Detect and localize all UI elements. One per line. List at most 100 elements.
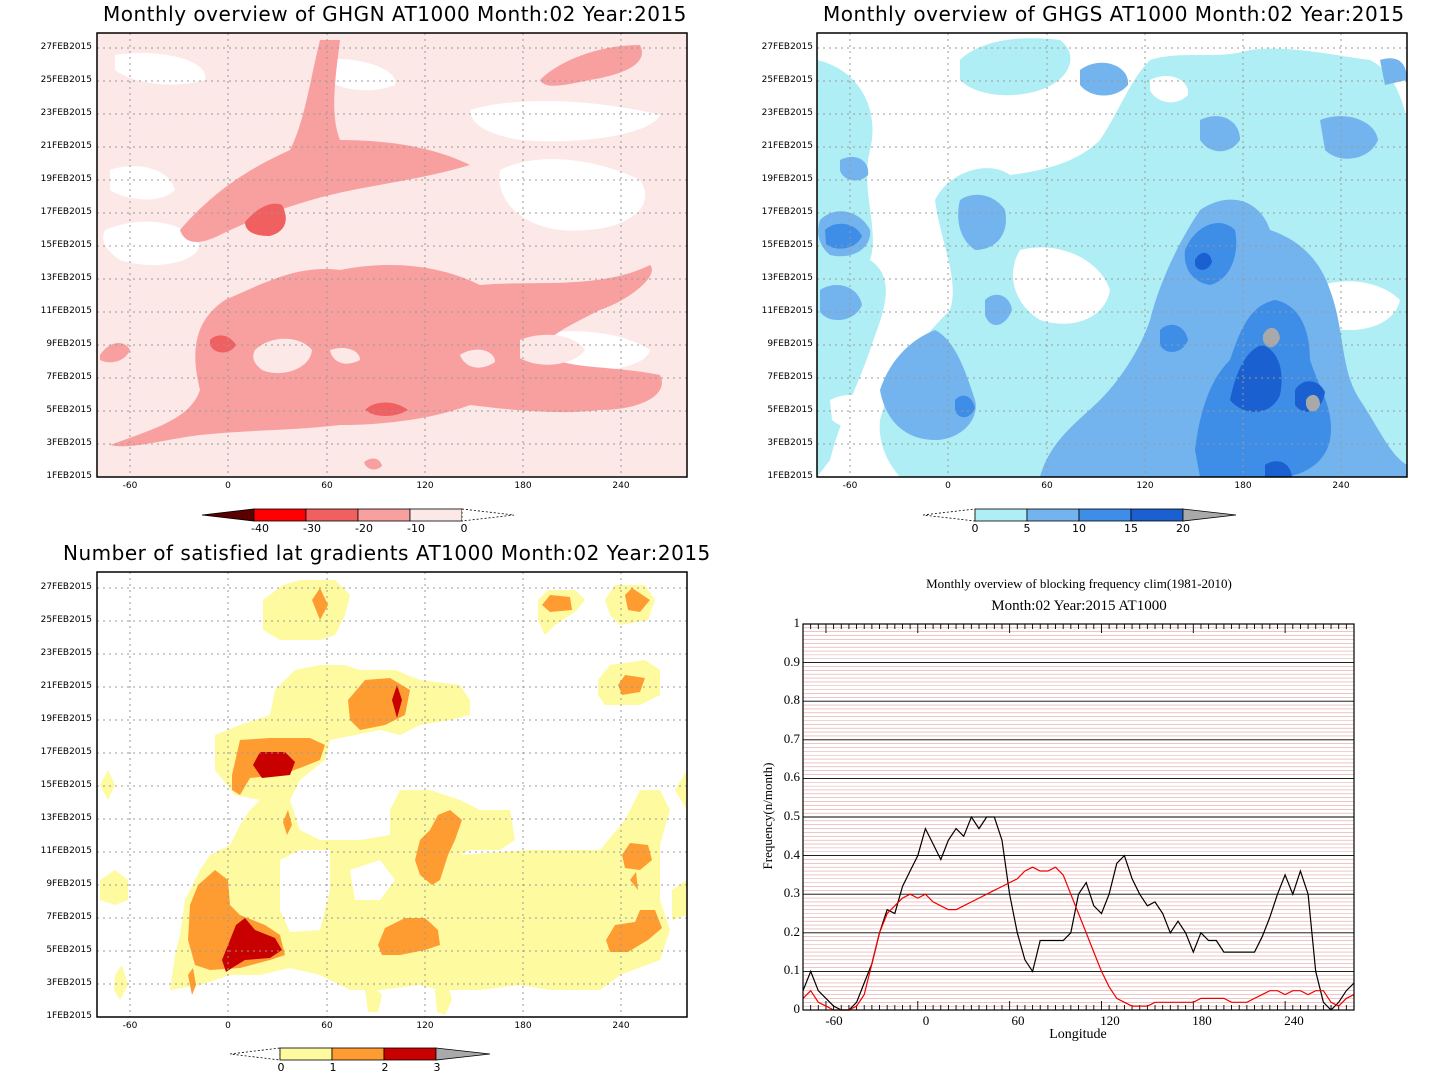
y-tick: 0.8 [783,692,800,707]
y-tick: 5FEB2015 [767,405,813,415]
x-tick: 0 [922,1013,930,1028]
colorbar-label: 1 [329,1061,337,1074]
y-tick: 19FEB2015 [40,714,92,724]
x-tick: 0 [945,481,951,491]
x-tick: 60 [321,1021,333,1031]
colorbar-label: -30 [303,522,321,535]
colorbar-label: 0 [460,522,468,535]
colorbar-label: 2 [381,1061,389,1074]
y-tick: 17FEB2015 [761,207,813,217]
y-tick: 13FEB2015 [761,273,813,283]
x-tick: -60 [122,481,138,491]
x-tick: 180 [1192,1013,1212,1028]
x-tick: 240 [1332,481,1350,491]
colorbar-label: -10 [407,522,425,535]
blocking-ylabel: Frequency(n/month) [760,762,775,870]
y-tick: 0.6 [783,769,800,784]
y-tick: 9FEB2015 [46,879,92,889]
y-tick: 5FEB2015 [46,405,92,415]
y-tick: 7FEB2015 [46,912,92,922]
y-tick: 25FEB2015 [761,75,813,85]
y-tick: 0.9 [783,654,800,669]
x-tick: 180 [514,1021,532,1031]
y-tick: 0 [793,1001,801,1016]
x-tick: 0 [225,1021,231,1031]
ghgn-title: Monthly overview of GHGN AT1000 Month:02… [103,2,687,26]
y-tick: 15FEB2015 [761,240,813,250]
y-tick: 23FEB2015 [40,108,92,118]
y-tick: 0.7 [783,731,800,746]
x-tick: 120 [1136,481,1154,491]
y-tick: 0.5 [783,808,800,823]
y-tick: 17FEB2015 [40,747,92,757]
y-tick: 13FEB2015 [40,813,92,823]
x-tick: 120 [416,1021,434,1031]
y-tick: 25FEB2015 [40,75,92,85]
y-tick: 25FEB2015 [40,615,92,625]
ghgs-title: Monthly overview of GHGS AT1000 Month:02… [823,2,1405,26]
y-tick: 0.3 [783,885,800,900]
y-tick: 13FEB2015 [40,273,92,283]
y-tick: 15FEB2015 [40,240,92,250]
y-tick: 11FEB2015 [40,306,92,316]
x-tick: -60 [842,481,858,491]
series-line-red [802,866,1355,1011]
y-tick: 9FEB2015 [767,339,813,349]
blocking-subtitle: Month:02 Year:2015 AT1000 [991,598,1167,614]
x-tick: -60 [825,1013,843,1028]
colorbar-label: 0 [277,1061,285,1074]
y-tick: 23FEB2015 [761,108,813,118]
lat-title: Number of satisfied lat gradients AT1000… [63,541,711,565]
x-tick: 240 [612,481,630,491]
y-tick: 3FEB2015 [46,978,92,988]
x-tick: 240 [612,1021,630,1031]
y-tick: 1FEB2015 [46,471,92,481]
y-tick: 5FEB2015 [46,945,92,955]
colorbar-label: 15 [1124,522,1138,535]
y-tick: 23FEB2015 [40,648,92,658]
x-tick: -60 [122,1021,138,1031]
x-tick: 180 [1234,481,1252,491]
y-tick: 27FEB2015 [761,42,813,52]
colorbar-label: 0 [971,522,979,535]
y-tick: 1FEB2015 [46,1011,92,1021]
y-tick: 3FEB2015 [46,438,92,448]
x-tick: 0 [225,481,231,491]
y-tick: 9FEB2015 [46,339,92,349]
x-tick: 180 [514,481,532,491]
colorbar-label: 10 [1072,522,1086,535]
x-tick: 60 [1041,481,1053,491]
y-tick: 0.4 [783,847,800,862]
y-tick: 11FEB2015 [40,846,92,856]
y-tick: 27FEB2015 [40,42,92,52]
y-tick: 0.2 [783,924,800,939]
x-tick: 60 [321,481,333,491]
y-tick: 7FEB2015 [767,372,813,382]
colorbar-label: 3 [433,1061,441,1074]
colorbar-label: -40 [251,522,269,535]
y-tick: 0.1 [783,962,800,977]
x-tick: 120 [1100,1013,1120,1028]
series-line-black [802,815,1355,1011]
y-tick: 1FEB2015 [767,471,813,481]
y-tick: 21FEB2015 [761,141,813,151]
y-tick: 21FEB2015 [40,681,92,691]
y-tick: 19FEB2015 [40,174,92,184]
y-tick: 7FEB2015 [46,372,92,382]
y-tick: 15FEB2015 [40,780,92,790]
y-tick: 19FEB2015 [761,174,813,184]
y-tick: 11FEB2015 [761,306,813,316]
y-tick: 27FEB2015 [40,582,92,592]
x-tick: 240 [1284,1013,1304,1028]
colorbar-label: 20 [1176,522,1190,535]
blocking-title: Monthly overview of blocking frequency c… [926,576,1232,591]
x-tick: 120 [416,481,434,491]
colorbar-label: -20 [355,522,373,535]
blocking-xlabel: Longitude [1049,1027,1107,1042]
x-tick: 60 [1011,1013,1025,1028]
y-tick: 3FEB2015 [767,438,813,448]
y-tick: 17FEB2015 [40,207,92,217]
y-tick: 21FEB2015 [40,141,92,151]
colorbar-label: 5 [1023,522,1031,535]
y-tick: 1 [793,615,801,630]
